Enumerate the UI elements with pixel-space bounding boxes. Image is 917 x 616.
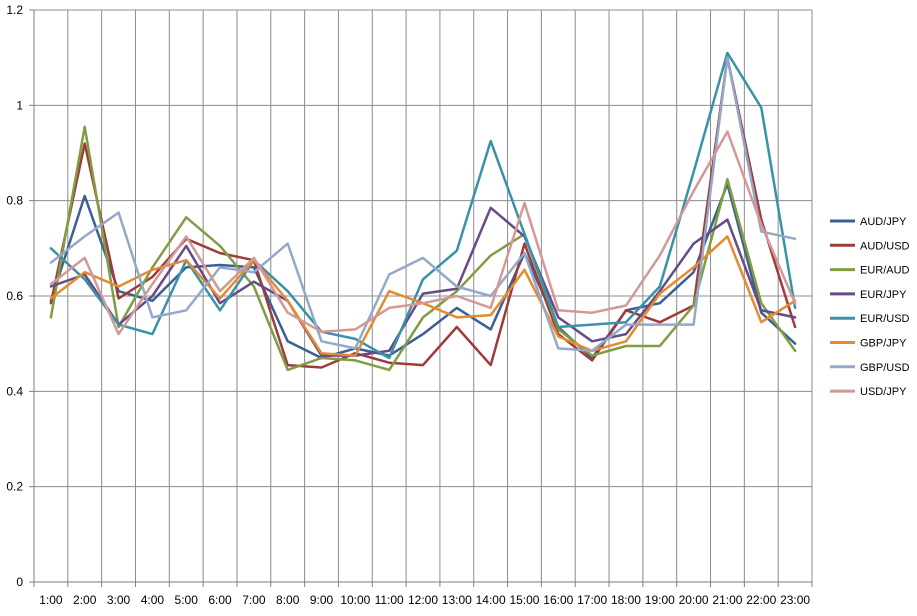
y-tick-label: 0.2 — [6, 480, 23, 494]
legend-label-eur-jpy: EUR/JPY — [860, 289, 907, 301]
x-tick-label: 8:00 — [276, 593, 300, 607]
legend: AUD/JPY AUD/USD EUR/AUD EUR/JPY EUR/USD GBP/J… — [830, 216, 910, 398]
x-tick-label: 19:00 — [645, 593, 675, 607]
x-tick-label: 12:00 — [408, 593, 438, 607]
y-tick-label: 1.2 — [6, 3, 23, 17]
x-tick-label: 17:00 — [577, 593, 607, 607]
x-tick-label: 22:00 — [746, 593, 776, 607]
series-line-usd-jpy — [49, 130, 797, 336]
x-tick-label: 4:00 — [141, 593, 165, 607]
x-tick-label: 15:00 — [509, 593, 539, 607]
x-tick-label: 6:00 — [208, 593, 232, 607]
x-tick-label: 10:00 — [340, 593, 370, 607]
legend-label-eur-usd: EUR/USD — [860, 313, 910, 325]
series-line-aud-jpy — [49, 182, 797, 360]
legend-label-aud-usd: AUD/USD — [860, 240, 910, 252]
series-line-gbp-usd — [49, 56, 797, 353]
legend-label-gbp-usd: GBP/USD — [860, 362, 910, 374]
x-tick-label: 3:00 — [107, 593, 131, 607]
x-tick-label: 11:00 — [375, 593, 404, 607]
y-tick-label: 0 — [16, 575, 23, 589]
legend-label-usd-jpy: USD/JPY — [860, 386, 907, 398]
x-tick-label: 18:00 — [611, 593, 641, 607]
series-line-eur-usd — [49, 51, 797, 360]
x-tick-label: 1:00 — [39, 593, 63, 607]
x-tick-label: 20:00 — [679, 593, 709, 607]
legend-label-gbp-jpy: GBP/JPY — [860, 338, 907, 350]
series-lines — [49, 51, 797, 372]
x-tick-label: 5:00 — [175, 593, 199, 607]
x-tick-label: 2:00 — [73, 593, 97, 607]
x-tick-labels: 1:00 2:00 3:00 4:00 5:00 6:00 7:00 8:00 9:00 10:0… — [39, 593, 810, 607]
x-tick-label: 16:00 — [543, 593, 573, 607]
x-tick-label: 13:00 — [442, 593, 472, 607]
y-tick-labels: 0 0.2 0.4 0.6 0.8 1 1.2 — [6, 3, 23, 589]
y-tick-label: 1 — [16, 98, 23, 112]
x-tick-label: 9:00 — [310, 593, 334, 607]
legend-label-aud-jpy: AUD/JPY — [860, 216, 907, 228]
axes — [29, 9, 813, 587]
y-tick-label: 0.8 — [6, 194, 23, 208]
x-tick-label: 23:00 — [780, 593, 810, 607]
x-tick-label: 14:00 — [476, 593, 506, 607]
y-tick-label: 0.4 — [6, 384, 23, 398]
series-line-eur-aud — [49, 125, 797, 372]
legend-label-eur-aud: EUR/AUD — [860, 265, 910, 277]
y-tick-label: 0.6 — [6, 289, 23, 303]
x-tick-label: 7:00 — [242, 593, 266, 607]
x-tick-label: 21:00 — [712, 593, 742, 607]
